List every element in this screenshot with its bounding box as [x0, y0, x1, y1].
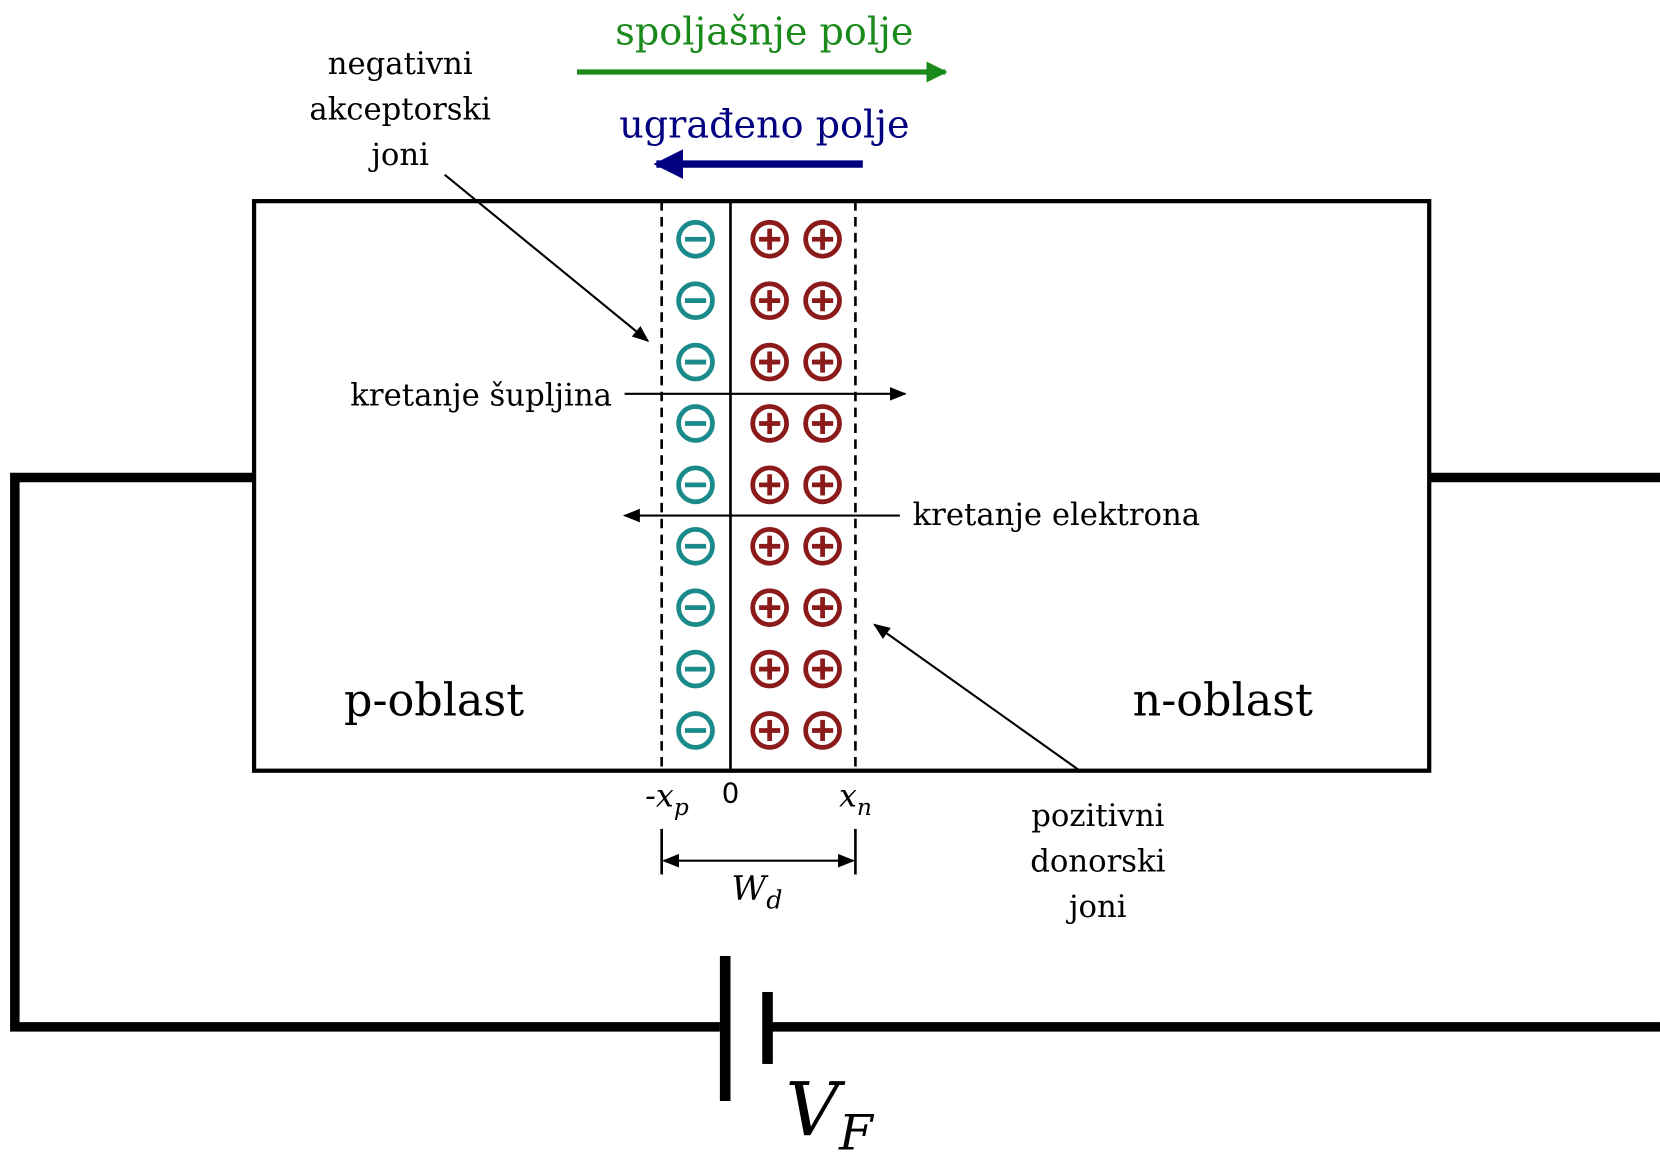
donor-ion: [750, 465, 789, 505]
donor-ion: [803, 404, 842, 443]
donor-ion: [803, 465, 842, 505]
donor-ion: [750, 342, 789, 382]
acceptor-ion: [676, 219, 715, 259]
donor-ion: [803, 711, 842, 750]
electron-motion-label: kretanje elektrona: [913, 498, 1201, 533]
circuit: [10, 472, 1660, 1032]
donor-ion: [750, 711, 789, 750]
donor-pointer: [873, 623, 1081, 772]
zero-label: 0: [722, 777, 740, 809]
xp-sub: p: [674, 794, 689, 821]
xn-sub: n: [857, 794, 872, 821]
donor-label: donorski: [1030, 844, 1165, 879]
acceptor-label: akceptorski: [309, 93, 491, 128]
acceptor-ion: [676, 342, 715, 382]
donor-ion: [750, 219, 789, 259]
xp-main: -x: [645, 779, 674, 815]
ions: [676, 219, 842, 750]
n-region-label: n-oblast: [1133, 676, 1313, 727]
xn-main: x: [839, 779, 857, 815]
acceptor-pointer: [443, 173, 650, 342]
acceptor-ion: [676, 588, 715, 627]
acceptor-ion: [676, 404, 715, 443]
acceptor-ion: [676, 281, 715, 320]
donor-ion: [803, 526, 842, 566]
acceptor-ion: [676, 711, 715, 750]
donor-ion: [803, 219, 842, 259]
donor-ion: [803, 342, 842, 382]
acceptor-ion: [676, 465, 715, 505]
donor-label: pozitivni: [1031, 799, 1164, 834]
wd-label: Wd: [731, 869, 782, 914]
donor-ion: [803, 649, 842, 689]
xp-label: -xp: [645, 779, 689, 821]
donor-ion: [750, 588, 789, 627]
voltage-symbol: V: [786, 1067, 846, 1153]
donor-label: joni: [1066, 890, 1127, 925]
voltage-sub: F: [838, 1106, 875, 1155]
donor-ion: [803, 281, 842, 320]
external-field-label: spoljašnje polje: [615, 9, 913, 53]
p-region-label: p-oblast: [344, 676, 524, 727]
donor-ion: [750, 404, 789, 443]
wd-sub: d: [766, 884, 782, 914]
acceptor-label: negativni: [328, 47, 473, 82]
junction-box: [251, 199, 1432, 773]
xn-label: xn: [839, 779, 872, 821]
battery-plate-long: [719, 955, 731, 1102]
donor-ion: [750, 281, 789, 320]
donor-ion: [750, 649, 789, 689]
donor-ion: [750, 526, 789, 566]
battery-plate-short: [762, 991, 773, 1064]
built-in-field-label: ugrađeno polje: [619, 103, 909, 147]
hole-motion-label: kretanje šupljina: [350, 378, 612, 413]
voltage-label: VF: [786, 1067, 876, 1155]
acceptor-label: joni: [368, 138, 429, 173]
donor-ion: [803, 588, 842, 627]
wd-main: W: [731, 869, 769, 908]
acceptor-ion: [676, 649, 715, 689]
acceptor-ion: [676, 526, 715, 566]
